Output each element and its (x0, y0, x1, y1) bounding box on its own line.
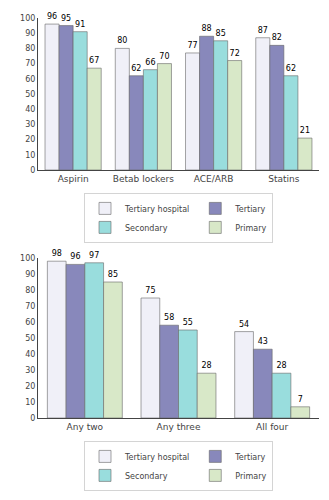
svg-text:28: 28 (276, 361, 286, 370)
svg-text:70: 70 (159, 52, 169, 61)
svg-text:70: 70 (25, 59, 35, 68)
svg-text:90: 90 (25, 270, 35, 279)
svg-text:66: 66 (145, 58, 155, 67)
svg-text:96: 96 (70, 252, 80, 261)
svg-text:82: 82 (272, 33, 282, 42)
svg-text:72: 72 (230, 49, 240, 58)
svg-text:67: 67 (89, 56, 99, 65)
svg-text:10: 10 (25, 398, 35, 407)
svg-text:95: 95 (61, 14, 71, 23)
svg-text:10: 10 (25, 151, 35, 160)
svg-text:70: 70 (25, 302, 35, 311)
svg-text:80: 80 (25, 44, 35, 53)
svg-text:Primary: Primary (235, 472, 266, 481)
svg-text:0: 0 (30, 414, 35, 423)
svg-text:40: 40 (25, 350, 35, 359)
svg-text:28: 28 (202, 361, 212, 370)
svg-text:62: 62 (286, 64, 296, 73)
svg-text:Primary: Primary (235, 224, 266, 233)
svg-text:85: 85 (216, 29, 226, 38)
svg-text:ACE/ARB: ACE/ARB (194, 174, 234, 184)
svg-text:54: 54 (239, 320, 249, 329)
svg-text:21: 21 (300, 126, 310, 135)
svg-text:7: 7 (298, 395, 303, 404)
svg-text:97: 97 (89, 251, 99, 260)
svg-text:50: 50 (25, 334, 35, 343)
svg-text:50: 50 (25, 90, 35, 99)
svg-text:Tertiary: Tertiary (234, 205, 265, 214)
svg-text:85: 85 (108, 270, 118, 279)
svg-text:Statins: Statins (268, 174, 299, 184)
svg-text:80: 80 (117, 36, 127, 45)
svg-text:20: 20 (25, 382, 35, 391)
svg-text:Tertiary: Tertiary (234, 453, 265, 462)
svg-text:96: 96 (47, 12, 57, 21)
svg-text:100: 100 (20, 254, 35, 263)
svg-text:43: 43 (258, 337, 268, 346)
svg-text:30: 30 (25, 366, 35, 375)
svg-text:58: 58 (164, 313, 174, 322)
svg-text:Secondary: Secondary (125, 224, 168, 233)
svg-text:98: 98 (52, 249, 62, 258)
svg-text:30: 30 (25, 120, 35, 129)
svg-text:55: 55 (183, 318, 193, 327)
svg-text:90: 90 (25, 29, 35, 38)
svg-text:Tertiary hospital: Tertiary hospital (124, 453, 189, 462)
svg-text:Betab lockers: Betab lockers (113, 174, 174, 184)
svg-text:60: 60 (25, 75, 35, 84)
svg-text:Secondary: Secondary (125, 472, 168, 481)
svg-text:88: 88 (202, 24, 212, 33)
svg-text:87: 87 (258, 26, 268, 35)
svg-text:80: 80 (25, 286, 35, 295)
svg-text:60: 60 (25, 318, 35, 327)
svg-text:75: 75 (145, 286, 155, 295)
svg-text:Aspirin: Aspirin (58, 174, 89, 184)
svg-text:40: 40 (25, 105, 35, 114)
svg-text:Any two: Any two (67, 422, 104, 432)
svg-text:20: 20 (25, 135, 35, 144)
svg-text:91: 91 (75, 20, 85, 29)
svg-text:Tertiary hospital: Tertiary hospital (124, 205, 189, 214)
svg-text:0: 0 (30, 166, 35, 175)
svg-text:100: 100 (20, 14, 35, 23)
svg-text:77: 77 (187, 41, 197, 50)
svg-text:All four: All four (256, 422, 288, 432)
svg-text:Any three: Any three (157, 422, 201, 432)
svg-text:62: 62 (131, 64, 141, 73)
